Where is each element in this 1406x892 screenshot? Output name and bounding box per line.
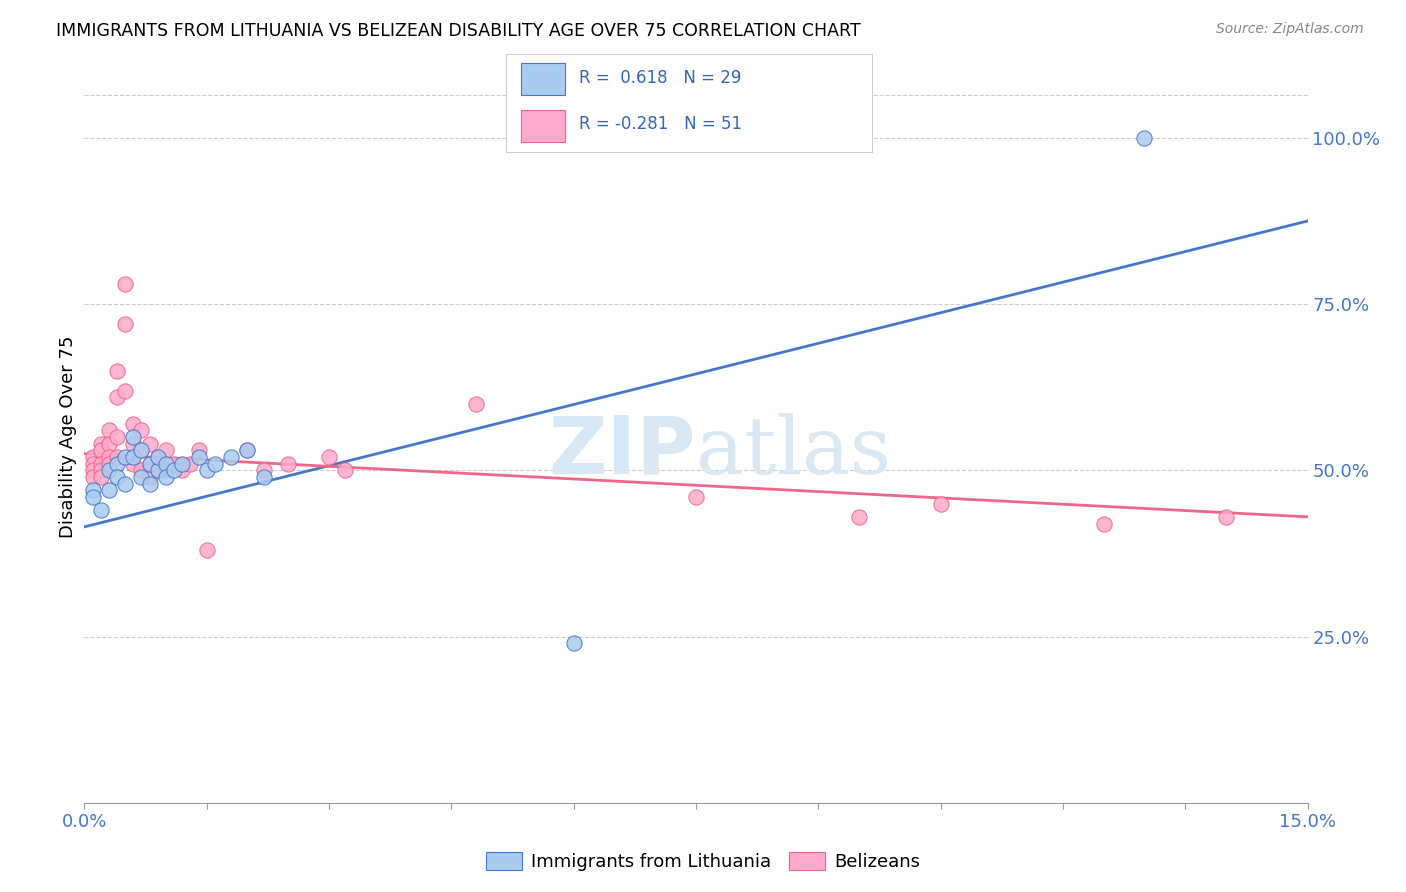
Point: [90, 503, 112, 517]
Point: [105, 457, 128, 471]
Point: [97, 483, 120, 498]
Point: [114, 277, 136, 292]
Point: [82, 470, 104, 484]
Point: [335, 463, 357, 477]
Text: Source: ZipAtlas.com: Source: ZipAtlas.com: [1216, 22, 1364, 37]
Point: [163, 457, 186, 471]
Point: [179, 457, 201, 471]
Point: [138, 436, 160, 450]
Point: [1133, 131, 1156, 145]
Point: [155, 443, 177, 458]
Point: [105, 390, 128, 404]
Point: [82, 463, 104, 477]
Point: [97, 436, 120, 450]
Point: [122, 450, 145, 464]
FancyBboxPatch shape: [520, 63, 565, 95]
Point: [562, 636, 585, 650]
Point: [318, 450, 340, 464]
Point: [90, 463, 112, 477]
Point: [105, 470, 128, 484]
Point: [105, 450, 128, 464]
Point: [236, 443, 259, 458]
Point: [929, 497, 952, 511]
Point: [146, 450, 169, 464]
Point: [131, 443, 153, 458]
Point: [90, 443, 112, 458]
Point: [82, 490, 104, 504]
Point: [122, 436, 145, 450]
Point: [114, 476, 136, 491]
Point: [163, 463, 186, 477]
Point: [105, 430, 128, 444]
Point: [138, 457, 160, 471]
Point: [146, 463, 169, 477]
Point: [114, 450, 136, 464]
Point: [236, 443, 259, 458]
Point: [131, 424, 153, 438]
Point: [146, 450, 169, 464]
Point: [122, 417, 145, 431]
Text: R =  0.618   N = 29: R = 0.618 N = 29: [579, 69, 741, 87]
Point: [204, 457, 226, 471]
Point: [131, 443, 153, 458]
Point: [146, 463, 169, 477]
Point: [105, 363, 128, 377]
Point: [172, 463, 194, 477]
Point: [97, 463, 120, 477]
Point: [122, 457, 145, 471]
Point: [131, 463, 153, 477]
Point: [138, 476, 160, 491]
Point: [277, 457, 299, 471]
Point: [848, 509, 870, 524]
Point: [253, 470, 276, 484]
Point: [155, 470, 177, 484]
Point: [82, 457, 104, 471]
Point: [195, 543, 218, 558]
Point: [195, 463, 218, 477]
Point: [97, 424, 120, 438]
Point: [685, 490, 707, 504]
Point: [138, 470, 160, 484]
Point: [172, 457, 194, 471]
Point: [187, 443, 209, 458]
Text: atlas: atlas: [696, 413, 891, 491]
Point: [253, 463, 276, 477]
Legend: Immigrants from Lithuania, Belizeans: Immigrants from Lithuania, Belizeans: [478, 845, 928, 879]
Point: [90, 470, 112, 484]
Point: [90, 457, 112, 471]
Point: [155, 463, 177, 477]
Point: [82, 450, 104, 464]
Point: [97, 450, 120, 464]
Point: [138, 457, 160, 471]
FancyBboxPatch shape: [520, 111, 565, 142]
Point: [219, 450, 242, 464]
Point: [1092, 516, 1115, 531]
Point: [131, 470, 153, 484]
Point: [82, 483, 104, 498]
Point: [187, 450, 209, 464]
Point: [464, 397, 486, 411]
Point: [114, 317, 136, 331]
Point: [114, 384, 136, 398]
Point: [97, 457, 120, 471]
Text: ZIP: ZIP: [548, 413, 696, 491]
Y-axis label: Disability Age Over 75: Disability Age Over 75: [59, 335, 77, 539]
Point: [155, 457, 177, 471]
Text: R = -0.281   N = 51: R = -0.281 N = 51: [579, 115, 742, 133]
Point: [1215, 509, 1237, 524]
Point: [122, 430, 145, 444]
Point: [90, 436, 112, 450]
Text: IMMIGRANTS FROM LITHUANIA VS BELIZEAN DISABILITY AGE OVER 75 CORRELATION CHART: IMMIGRANTS FROM LITHUANIA VS BELIZEAN DI…: [56, 22, 860, 40]
